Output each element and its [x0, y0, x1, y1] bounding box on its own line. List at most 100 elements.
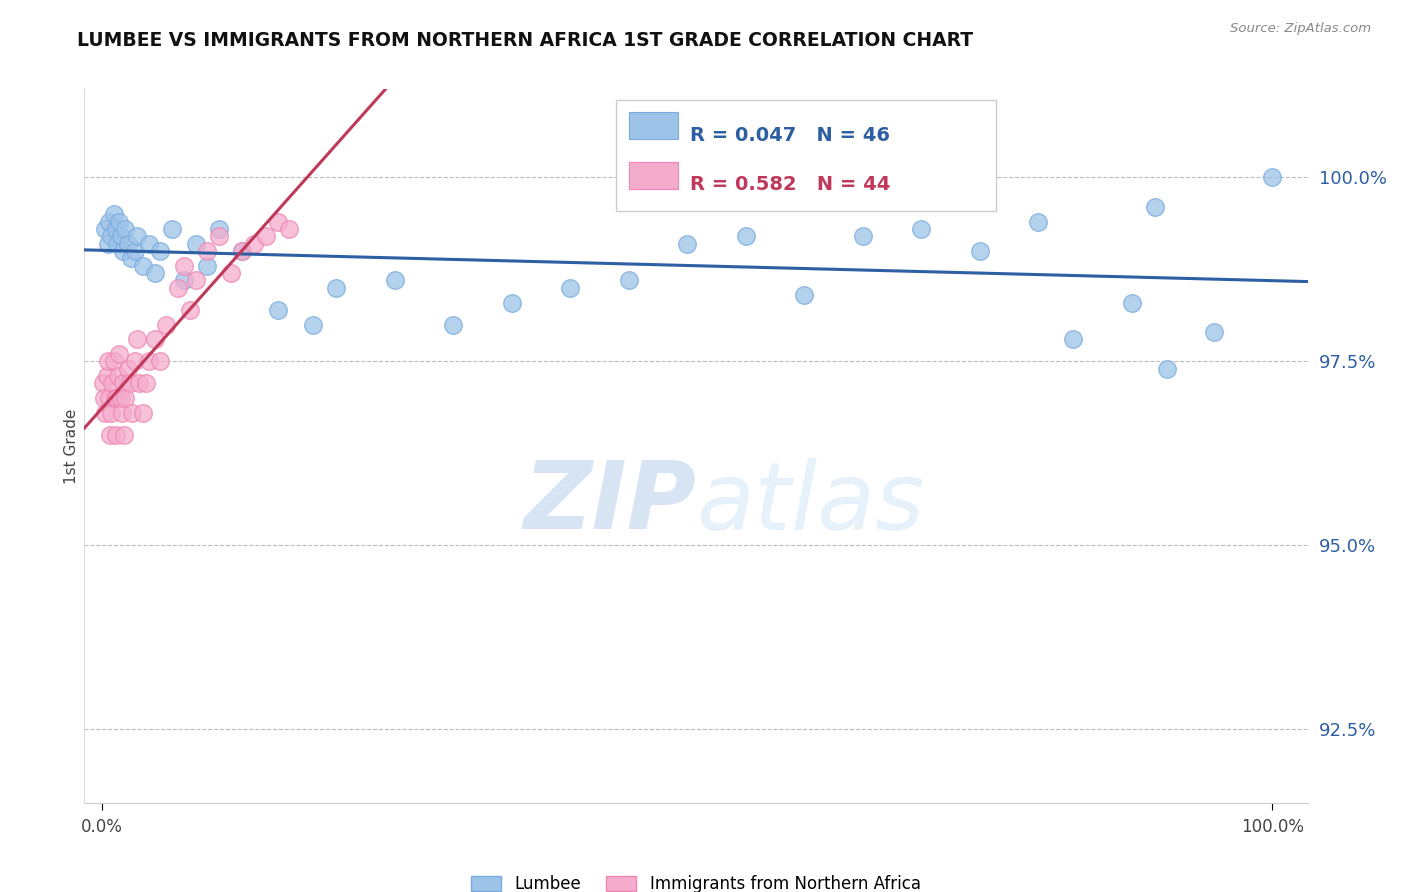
Point	[125, 332, 148, 346]
Point	[117, 236, 139, 251]
Point	[97, 214, 120, 228]
Point	[208, 229, 231, 244]
Point	[118, 376, 141, 391]
Point	[117, 361, 139, 376]
Point	[91, 376, 114, 391]
Point	[108, 347, 131, 361]
Point	[149, 354, 172, 368]
Point	[100, 229, 122, 244]
Point	[501, 295, 523, 310]
Point	[93, 391, 115, 405]
Point	[1028, 214, 1050, 228]
Point	[111, 244, 134, 258]
Point	[219, 266, 242, 280]
Point	[266, 302, 288, 317]
Point	[617, 273, 640, 287]
Point	[1156, 361, 1178, 376]
Point	[173, 259, 195, 273]
Point	[132, 259, 155, 273]
Point	[969, 244, 991, 258]
Point	[167, 281, 190, 295]
Point	[301, 318, 323, 332]
Point	[173, 273, 195, 287]
Point	[132, 406, 155, 420]
Point	[138, 354, 160, 368]
Point	[149, 244, 172, 258]
Point	[1202, 325, 1225, 339]
Point	[125, 229, 148, 244]
Point	[114, 391, 136, 405]
Point	[97, 236, 120, 251]
Text: ZIP: ZIP	[523, 457, 696, 549]
Point	[1121, 295, 1143, 310]
Point	[98, 428, 121, 442]
Point	[155, 318, 177, 332]
FancyBboxPatch shape	[628, 112, 678, 139]
Point	[676, 236, 699, 251]
Point	[124, 354, 146, 368]
Point	[105, 391, 128, 405]
Point	[160, 222, 183, 236]
Point	[120, 252, 142, 266]
Point	[97, 354, 120, 368]
Point	[243, 236, 266, 251]
Text: R = 0.047   N = 46: R = 0.047 N = 46	[690, 126, 890, 145]
Point	[195, 259, 218, 273]
Point	[852, 229, 875, 244]
Point	[94, 222, 117, 236]
Point	[108, 214, 131, 228]
Point	[112, 428, 135, 442]
Point	[96, 369, 118, 384]
Point	[384, 273, 406, 287]
Point	[114, 222, 136, 236]
Text: Source: ZipAtlas.com: Source: ZipAtlas.com	[1230, 22, 1371, 36]
Point	[111, 376, 134, 391]
Point	[128, 376, 150, 391]
Point	[184, 273, 207, 287]
Point	[135, 376, 157, 391]
Point	[100, 406, 122, 420]
Legend: Lumbee, Immigrants from Northern Africa: Lumbee, Immigrants from Northern Africa	[464, 868, 928, 892]
Point	[1144, 200, 1167, 214]
Point	[143, 266, 166, 280]
Point	[1062, 332, 1084, 346]
Text: R = 0.582   N = 44: R = 0.582 N = 44	[690, 175, 890, 194]
Point	[105, 236, 128, 251]
Point	[103, 354, 125, 368]
Point	[1261, 170, 1284, 185]
Point	[231, 244, 253, 258]
Point	[793, 288, 815, 302]
Point	[254, 229, 277, 244]
Point	[184, 236, 207, 251]
Point	[734, 229, 756, 244]
Point	[104, 391, 127, 405]
Point	[231, 244, 253, 258]
Point	[104, 428, 127, 442]
Point	[910, 222, 932, 236]
Point	[103, 207, 125, 221]
Point	[325, 281, 347, 295]
Point	[124, 244, 146, 258]
Y-axis label: 1st Grade: 1st Grade	[63, 409, 79, 483]
Point	[110, 229, 132, 244]
Text: LUMBEE VS IMMIGRANTS FROM NORTHERN AFRICA 1ST GRADE CORRELATION CHART: LUMBEE VS IMMIGRANTS FROM NORTHERN AFRIC…	[77, 31, 973, 50]
Point	[143, 332, 166, 346]
Point	[110, 391, 132, 405]
Point	[121, 406, 143, 420]
FancyBboxPatch shape	[628, 162, 678, 189]
Point	[107, 369, 129, 384]
Point	[97, 391, 120, 405]
Point	[179, 302, 201, 317]
Point	[104, 222, 127, 236]
Point	[560, 281, 582, 295]
Text: atlas: atlas	[696, 458, 924, 549]
Point	[101, 376, 124, 391]
Point	[278, 222, 301, 236]
Point	[195, 244, 218, 258]
FancyBboxPatch shape	[616, 100, 995, 211]
Point	[111, 406, 134, 420]
Point	[138, 236, 160, 251]
Point	[266, 214, 288, 228]
Point	[208, 222, 231, 236]
Point	[94, 406, 117, 420]
